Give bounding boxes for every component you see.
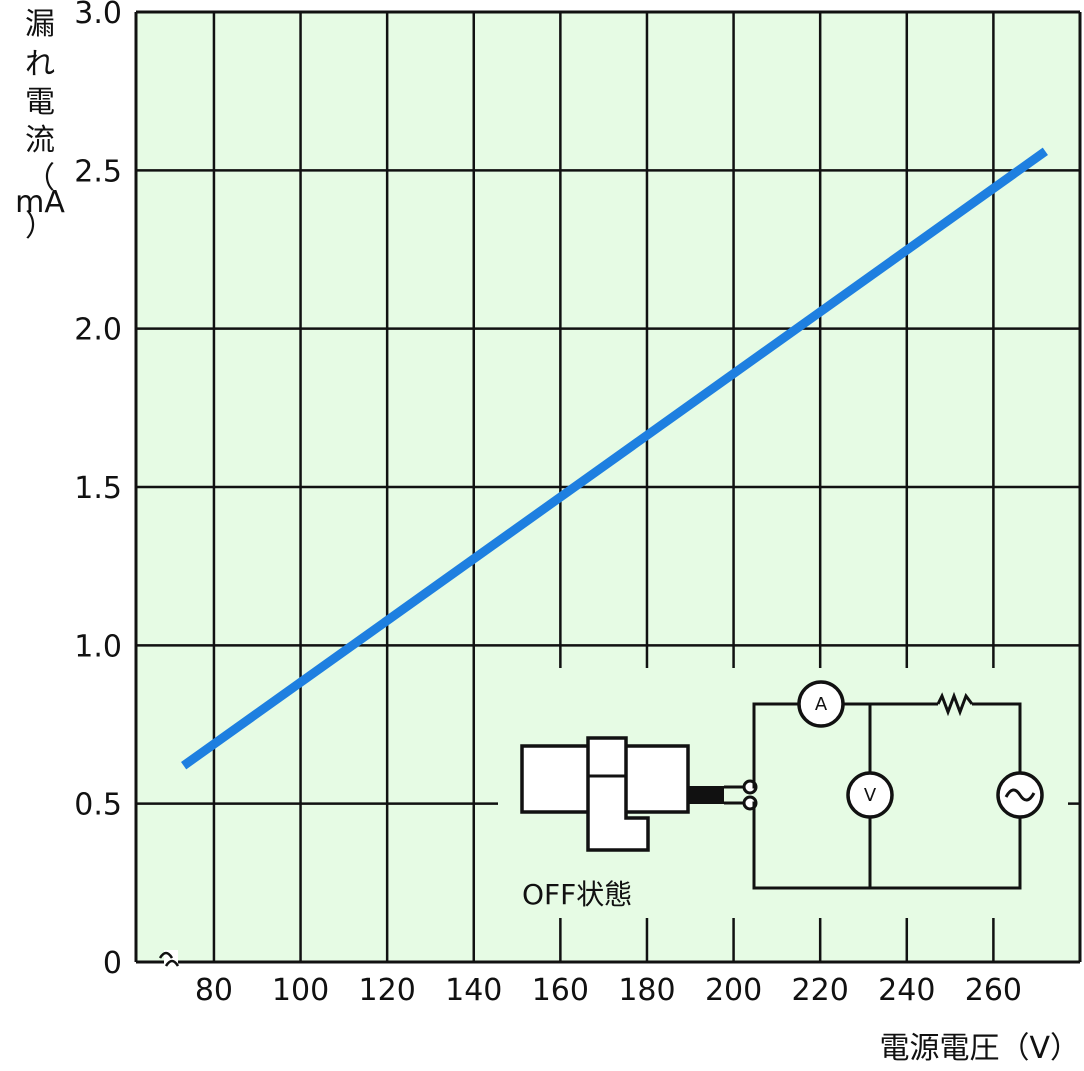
resistor <box>936 691 974 717</box>
x-axis-title: 電源電圧（V） <box>879 1031 1080 1066</box>
switch-lever <box>586 736 650 852</box>
voltmeter-icon <box>846 771 894 819</box>
x-tick-label: 100 <box>272 973 329 1008</box>
off-state-label: OFF状態 <box>522 878 632 911</box>
series <box>181 147 1048 770</box>
y-tick-label: 2.5 <box>74 154 122 189</box>
x-tick-label: 180 <box>618 973 675 1008</box>
y-tick-label: 2.0 <box>74 313 122 348</box>
y-tick-label: 3.0 <box>74 0 122 31</box>
ammeter-icon-symbol: A <box>815 694 828 715</box>
x-tick-label: 220 <box>792 973 849 1008</box>
ac-wave <box>1004 788 1036 802</box>
y-axis-title-char: （ <box>25 161 55 196</box>
tick-labels: 80 100 120 140 160 180 200 220 240 260 0 0.5 1.0 1.5 2… <box>74 0 1022 1008</box>
y-axis-title-char: ） <box>25 209 55 244</box>
y-tick-label: 0.5 <box>74 788 122 823</box>
x-tick-label: 240 <box>878 973 935 1008</box>
voltmeter-icon-symbol: V <box>864 785 877 806</box>
x-tick-label: 120 <box>359 973 416 1008</box>
x-tick-label: 140 <box>445 973 502 1008</box>
y-tick-label: 1.0 <box>74 629 122 664</box>
y-axis-title-char: れ <box>25 47 55 82</box>
ammeter-icon <box>797 680 845 728</box>
y-tick-label: 1.5 <box>74 471 122 506</box>
y-axis-title-char: mA <box>15 185 65 220</box>
x-tick-label: 260 <box>965 973 1022 1008</box>
y-axis-title-char: 電 <box>25 85 55 120</box>
circuit-wires <box>752 702 1022 890</box>
circuit-inset: A V OFF状態 <box>520 680 1044 911</box>
x-tick-label: 200 <box>705 973 762 1008</box>
switch-plug <box>688 786 724 804</box>
x-tick-label: 80 <box>195 973 233 1008</box>
x-tick-label: 160 <box>532 973 589 1008</box>
y-axis-title-char: 流 <box>25 123 55 158</box>
axes <box>134 10 1082 974</box>
y-tick-label: 0 <box>103 946 122 981</box>
axis-break-icon <box>158 951 180 967</box>
leakage-current-line <box>181 147 1048 770</box>
y-axis-title-char: 漏 <box>25 7 55 42</box>
